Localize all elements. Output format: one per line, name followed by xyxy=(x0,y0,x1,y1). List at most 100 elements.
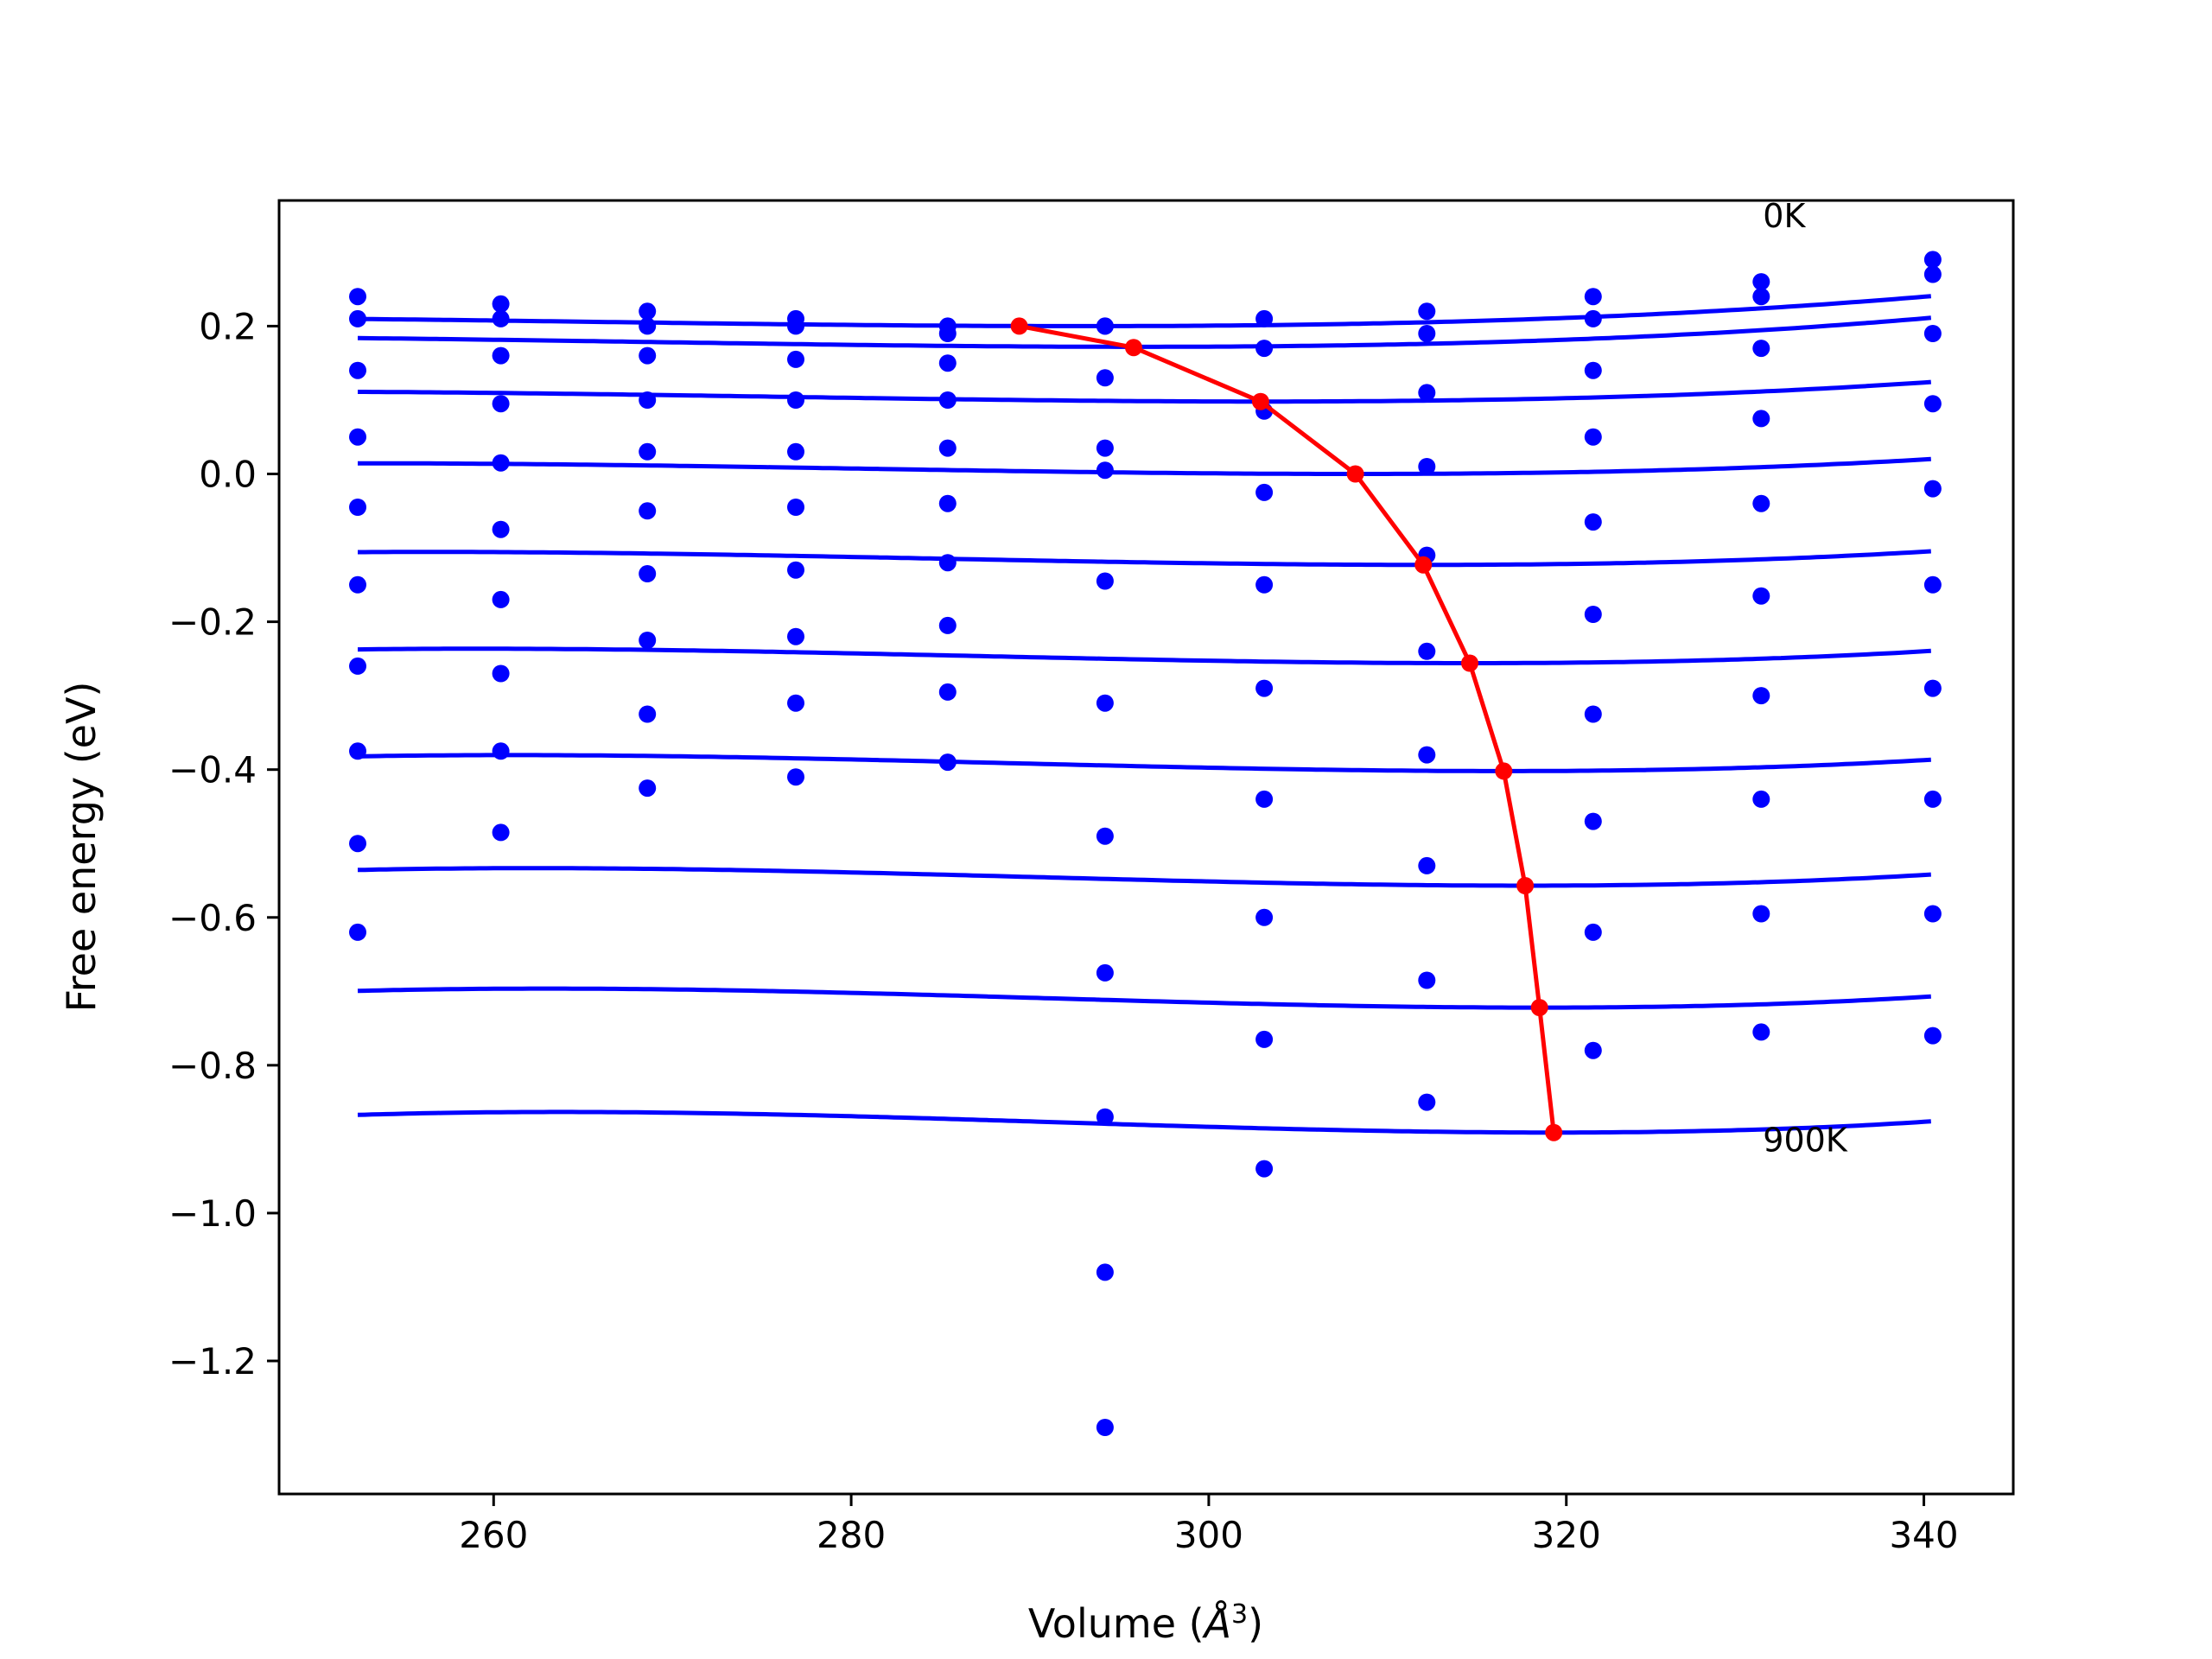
data-point-700K-7 xyxy=(1418,856,1436,874)
fit-curve-900K xyxy=(357,1109,1931,1135)
y-axis-label: Free energy (eV) xyxy=(58,682,105,1013)
data-point-700K-6 xyxy=(1255,908,1274,926)
data-point-600K-5 xyxy=(1096,694,1114,712)
plot-area xyxy=(349,251,1942,1436)
data-point-100K-8 xyxy=(1584,309,1602,327)
data-point-500K-1 xyxy=(492,520,510,538)
x-axis-label-close: ) xyxy=(1248,1600,1263,1647)
data-point-0K-9 xyxy=(1752,273,1770,291)
data-point-200K-8 xyxy=(1584,361,1602,379)
data-point-700K-0 xyxy=(349,742,366,760)
data-point-900K-1 xyxy=(492,823,510,842)
x-axis-label-text: Volume ( xyxy=(1028,1600,1205,1647)
data-point-700K-1 xyxy=(492,664,510,683)
fit-curve-0K xyxy=(357,294,1932,328)
data-point-300K-10 xyxy=(1923,395,1942,413)
data-point-100K-2 xyxy=(639,317,657,335)
data-point-200K-10 xyxy=(1923,325,1942,342)
data-point-700K-4 xyxy=(938,616,957,634)
data-point-300K-3 xyxy=(787,391,804,409)
data-point-600K-4 xyxy=(938,554,957,572)
fit-curve-200K xyxy=(358,379,1931,404)
data-point-800K-7 xyxy=(1418,971,1436,989)
data-point-100K-9 xyxy=(1752,288,1770,306)
minimum-point-0 xyxy=(1010,317,1028,335)
fit-curve-800K xyxy=(357,986,1931,1010)
data-point-900K-8 xyxy=(1584,1041,1602,1059)
data-point-100K-10 xyxy=(1923,265,1942,283)
y-tick-label-0: −1.2 xyxy=(168,1340,257,1382)
data-point-600K-0 xyxy=(349,657,366,675)
data-point-800K-0 xyxy=(349,835,366,853)
fit-curve-100K xyxy=(357,315,1932,349)
data-point-500K-8 xyxy=(1584,606,1602,623)
data-point-200K-5 xyxy=(1096,369,1114,387)
y-tick-label-5: −0.2 xyxy=(168,601,257,644)
data-point-600K-6 xyxy=(1255,790,1274,808)
data-point-0K-10 xyxy=(1923,251,1942,269)
data-point-300K-0 xyxy=(349,428,366,446)
data-point-700K-9 xyxy=(1752,790,1770,808)
data-point-700K-5 xyxy=(1096,827,1114,845)
minimum-point-6 xyxy=(1495,762,1513,780)
data-point-900K-0 xyxy=(349,923,366,941)
data-point-400K-8 xyxy=(1584,513,1602,531)
data-point-900K-3 xyxy=(787,768,804,786)
data-point-400K-4 xyxy=(938,439,957,457)
data-point-600K-2 xyxy=(639,565,657,582)
data-point-0K-1 xyxy=(492,295,510,313)
data-point-200K-9 xyxy=(1752,340,1770,358)
data-point-500K-4 xyxy=(938,494,957,512)
x-axis: 260 280 300 320 340 xyxy=(459,1494,1959,1556)
data-point-600K-9 xyxy=(1752,687,1770,705)
data-point-400K-10 xyxy=(1923,480,1942,498)
y-tick-label-6: 0.0 xyxy=(199,454,257,496)
data-point-800K-6 xyxy=(1255,1030,1274,1048)
data-point-500K-6 xyxy=(1255,679,1274,697)
y-tick-label-1: −1.0 xyxy=(168,1192,257,1235)
y-tick-label-2: −0.8 xyxy=(168,1045,257,1087)
minimum-point-8 xyxy=(1530,999,1548,1017)
data-point-300K-1 xyxy=(492,395,510,413)
data-point-600K-10 xyxy=(1923,679,1942,697)
minimum-point-9 xyxy=(1545,1123,1563,1141)
data-point-700K-10 xyxy=(1923,790,1942,808)
data-point-100K-6 xyxy=(1255,340,1274,358)
y-tick-label-3: −0.6 xyxy=(168,897,257,939)
data-point-200K-1 xyxy=(492,346,510,365)
data-point-100K-5 xyxy=(1096,317,1114,335)
data-point-800K-2 xyxy=(639,705,657,723)
data-point-400K-3 xyxy=(787,442,804,461)
annotations: 0K 900K xyxy=(1763,197,1848,1159)
data-point-0K-6 xyxy=(1255,309,1274,327)
y-axis: −1.2 −1.0 −0.8 −0.6 −0.4 −0.2 0.0 0.2 xyxy=(168,305,279,1382)
data-point-700K-3 xyxy=(787,627,804,645)
data-point-100K-3 xyxy=(787,317,804,335)
data-point-700K-2 xyxy=(639,632,657,649)
data-point-400K-1 xyxy=(492,454,510,472)
data-point-800K-9 xyxy=(1752,905,1770,923)
annotation-900K: 900K xyxy=(1763,1121,1848,1159)
data-point-extra-0 xyxy=(1096,1263,1114,1281)
data-point-900K-7 xyxy=(1418,1093,1436,1111)
data-point-700K-8 xyxy=(1584,812,1602,830)
data-point-200K-2 xyxy=(639,346,657,365)
data-point-300K-4 xyxy=(938,391,957,409)
data-point-900K-4 xyxy=(938,753,957,772)
fit-curve-600K xyxy=(357,753,1931,773)
x-tick-label-320: 320 xyxy=(1532,1514,1601,1556)
x-axis-label-unit: Å xyxy=(1202,1600,1231,1647)
data-point-800K-8 xyxy=(1584,923,1602,941)
data-point-300K-9 xyxy=(1752,410,1770,428)
fit-curve-300K xyxy=(358,456,1931,476)
minimum-point-2 xyxy=(1251,392,1269,410)
data-point-200K-4 xyxy=(938,354,957,372)
minimum-point-7 xyxy=(1516,877,1535,894)
data-point-800K-5 xyxy=(1096,963,1114,982)
data-point-0K-0 xyxy=(349,288,366,306)
minimum-point-4 xyxy=(1414,556,1433,574)
data-point-600K-8 xyxy=(1584,705,1602,723)
data-point-0K-7 xyxy=(1418,302,1436,321)
data-point-0K-2 xyxy=(639,302,657,321)
